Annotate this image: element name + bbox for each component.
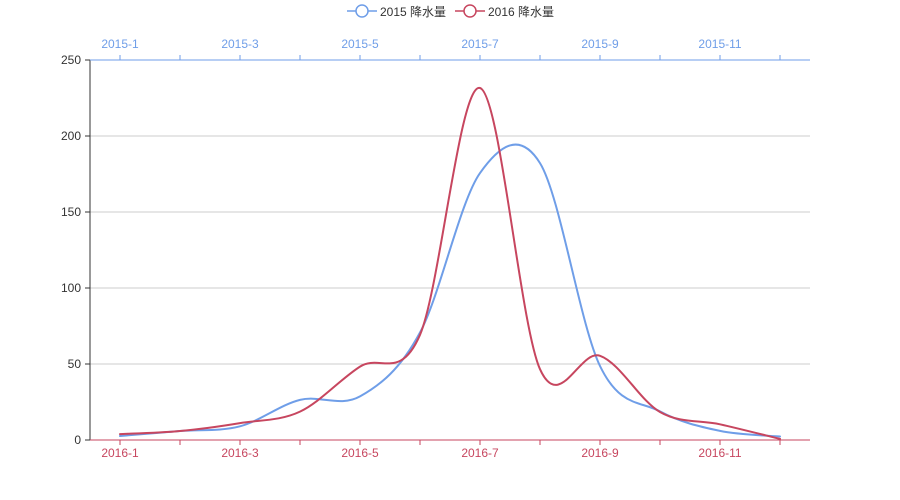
legend: 2015 降水量 2016 降水量	[0, 0, 900, 24]
legend-label-2016: 2016 降水量	[488, 4, 555, 19]
x-top-tick-label: 2015-11	[698, 37, 741, 51]
x-top-tick-label: 2015-9	[581, 37, 619, 51]
x-bottom-tick-label: 2016-3	[221, 446, 259, 460]
x-bottom-tick-label: 2016-11	[698, 446, 741, 460]
y-tick-label: 0	[74, 433, 81, 447]
x-top-tick-label: 2015-1	[101, 37, 139, 51]
x-top-tick-label: 2015-3	[221, 37, 259, 51]
x-bottom-tick-label: 2016-7	[461, 446, 499, 460]
series-line-2016	[119, 87, 781, 440]
y-tick-label: 250	[61, 53, 81, 67]
x-bottom-tick-label: 2016-9	[581, 446, 619, 460]
y-tick-label: 150	[61, 205, 81, 219]
legend-label-2015: 2015 降水量	[380, 4, 447, 19]
y-tick-label: 200	[61, 129, 81, 143]
legend-item-2015[interactable]: 2015 降水量	[347, 2, 446, 20]
legend-item-2016[interactable]: 2016 降水量	[455, 2, 554, 20]
x-top-tick-label: 2015-5	[341, 37, 379, 51]
legend-marker-2016-icon	[455, 4, 485, 18]
x-top-tick-label: 2015-7	[461, 37, 499, 51]
x-bottom-tick-label: 2016-1	[101, 446, 139, 460]
legend-marker-2015-icon	[347, 4, 377, 18]
y-tick-label: 100	[61, 281, 81, 295]
x-bottom-tick-label: 2016-5	[341, 446, 379, 460]
y-tick-label: 50	[68, 357, 82, 371]
